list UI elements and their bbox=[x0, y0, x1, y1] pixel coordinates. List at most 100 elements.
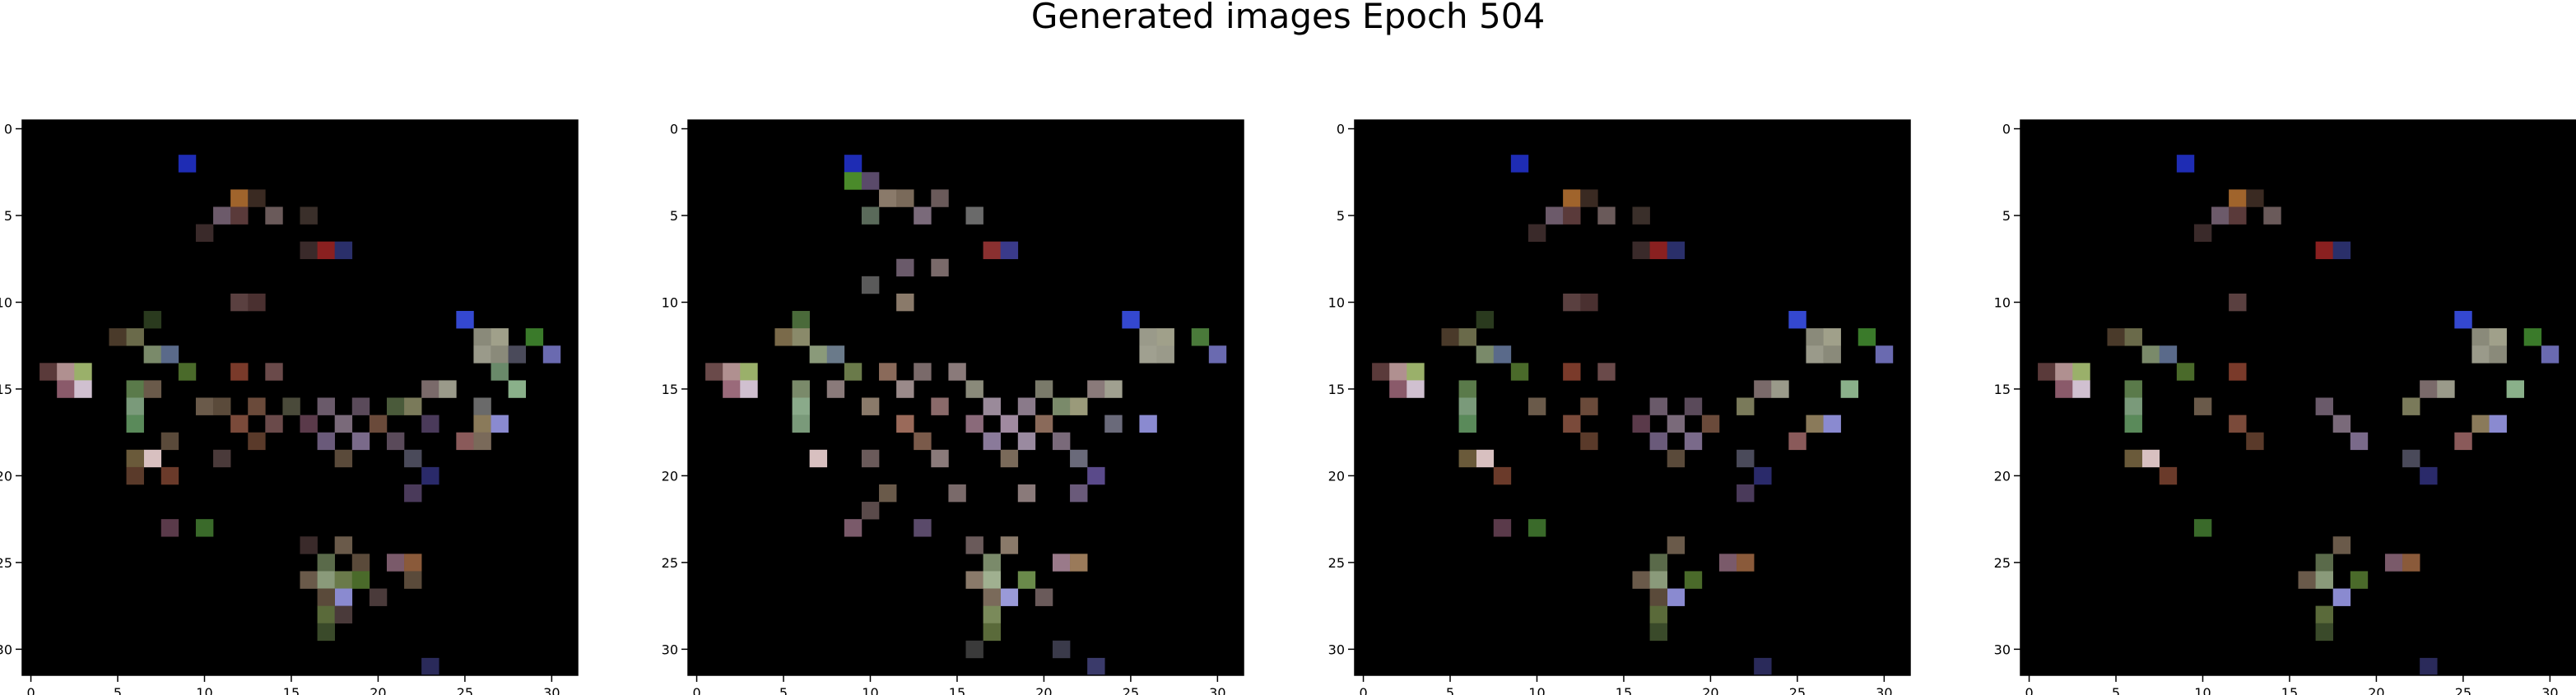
image-pixel bbox=[983, 397, 1001, 415]
image-pixel bbox=[317, 241, 335, 260]
image-pixel bbox=[844, 519, 863, 537]
image-pixel bbox=[2246, 432, 2264, 451]
image-pixel bbox=[2229, 189, 2247, 207]
image-pixel bbox=[300, 206, 318, 225]
image-pixel bbox=[879, 189, 897, 207]
image-pixel bbox=[1580, 189, 1598, 207]
image-background bbox=[2020, 120, 2576, 675]
image-pixel bbox=[2124, 397, 2142, 415]
image-pixel bbox=[792, 380, 810, 398]
image-pixel bbox=[213, 206, 231, 225]
image-pixel bbox=[1476, 345, 1495, 364]
image-pixel bbox=[1806, 328, 1824, 346]
image-pixel bbox=[2038, 363, 2056, 381]
image-pixel bbox=[2072, 380, 2090, 398]
image-pixel bbox=[2141, 449, 2160, 468]
image-pixel bbox=[2332, 415, 2351, 433]
image-pixel bbox=[2420, 380, 2438, 398]
image-pixel bbox=[2315, 554, 2333, 572]
image-pixel bbox=[1139, 328, 1157, 346]
y-tick-label: 30 bbox=[662, 642, 678, 657]
image-pixel bbox=[439, 380, 457, 398]
y-tick-label: 15 bbox=[662, 382, 678, 397]
image-pixel bbox=[40, 363, 58, 381]
image-pixel bbox=[1476, 449, 1495, 468]
image-pixel bbox=[1788, 432, 1806, 451]
image-pixel bbox=[2072, 363, 2090, 381]
image-pixel bbox=[861, 502, 880, 520]
x-tick-label: 5 bbox=[1446, 685, 1454, 695]
x-tick-label: 30 bbox=[543, 685, 560, 695]
image-pixel bbox=[826, 345, 845, 364]
image-pixel bbox=[1000, 415, 1019, 433]
y-tick-label: 5 bbox=[4, 208, 12, 224]
axes-frame bbox=[687, 119, 1244, 676]
image-pixel bbox=[896, 258, 914, 277]
image-pixel bbox=[965, 415, 983, 433]
image-pixel bbox=[740, 363, 758, 381]
image-pixel bbox=[914, 363, 932, 381]
x-tick-label: 20 bbox=[1702, 685, 1718, 695]
image-pixel bbox=[1788, 311, 1806, 329]
image-pixel bbox=[456, 311, 474, 329]
image-pixel bbox=[456, 432, 474, 451]
image-pixel bbox=[508, 345, 527, 364]
y-tick-label: 20 bbox=[1994, 468, 2011, 484]
image-pixel bbox=[1840, 380, 1859, 398]
image-pixel bbox=[2506, 380, 2525, 398]
image-pixel bbox=[879, 363, 897, 381]
x-tick-label: 15 bbox=[2281, 685, 2298, 695]
image-pixel bbox=[473, 328, 491, 346]
image-pixel bbox=[809, 345, 828, 364]
image-pixel bbox=[2332, 588, 2351, 606]
image-pixel bbox=[351, 554, 370, 572]
image-pixel bbox=[109, 328, 127, 346]
image-pixel bbox=[1122, 311, 1140, 329]
image-pixel bbox=[126, 466, 144, 485]
image-pixel bbox=[844, 363, 863, 381]
image-pixel bbox=[1701, 415, 1720, 433]
image-pixel bbox=[1104, 415, 1123, 433]
image-pixel bbox=[1649, 397, 1667, 415]
image-pixel bbox=[230, 415, 249, 433]
image-pixel bbox=[1017, 432, 1036, 451]
image-pixel bbox=[2229, 293, 2247, 312]
image-pixel bbox=[473, 432, 491, 451]
image-pixel bbox=[126, 328, 144, 346]
image-pixel bbox=[1580, 432, 1598, 451]
image-pixel bbox=[1510, 363, 1529, 381]
x-tick-label: 10 bbox=[1528, 685, 1545, 695]
image-pixel bbox=[1156, 345, 1174, 364]
image-pixel bbox=[1458, 380, 1476, 398]
image-pixel bbox=[861, 449, 880, 468]
image-pixel bbox=[491, 363, 509, 381]
image-pixel bbox=[2315, 605, 2333, 624]
image-pixel bbox=[1823, 345, 1841, 364]
image-pixel bbox=[230, 293, 249, 312]
y-tick-label: 5 bbox=[1337, 208, 1345, 224]
axes-frame bbox=[1354, 119, 1911, 676]
image-pixel bbox=[1563, 415, 1581, 433]
image-pixel bbox=[2332, 241, 2351, 260]
image-pixel bbox=[1649, 605, 1667, 624]
image-pixel bbox=[983, 623, 1001, 642]
image-pixel bbox=[473, 415, 491, 433]
y-tick-label: 25 bbox=[662, 555, 678, 571]
image-pixel bbox=[2193, 519, 2212, 537]
x-tick-label: 0 bbox=[2025, 685, 2033, 695]
image-pixel bbox=[1156, 328, 1174, 346]
image-pixel bbox=[1476, 311, 1495, 329]
image-pixel bbox=[1035, 415, 1053, 433]
image-pixel bbox=[1407, 363, 1425, 381]
image-pixel bbox=[300, 536, 318, 554]
image-pixel bbox=[334, 241, 353, 260]
image-pixel bbox=[2454, 432, 2472, 451]
image-pixel bbox=[792, 415, 810, 433]
image-pixel bbox=[1139, 415, 1157, 433]
x-tick-label: 5 bbox=[114, 685, 122, 695]
image-pixel bbox=[914, 432, 932, 451]
image-pixel bbox=[879, 484, 897, 503]
image-pixel bbox=[1649, 554, 1667, 572]
image-pixel bbox=[705, 363, 723, 381]
y-tick-label: 25 bbox=[1994, 555, 2011, 571]
